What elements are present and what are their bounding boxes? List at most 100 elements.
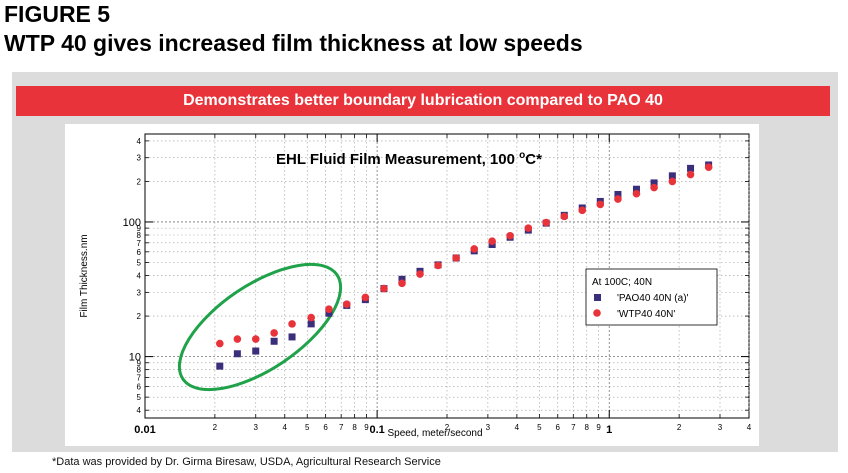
- x-minor-tick-label: 8: [352, 423, 357, 432]
- pao40-point: [270, 337, 278, 345]
- wtp40-point: [398, 279, 406, 288]
- x-minor-tick-label: 7: [339, 423, 344, 432]
- wtp40-point: [215, 339, 224, 348]
- x-minor-tick-label: 4: [515, 423, 520, 432]
- y-minor-tick-label: 4: [137, 406, 142, 415]
- wtp40-point: [270, 329, 278, 337]
- wtp40-point: [560, 212, 569, 221]
- x-tick-label: 1: [606, 424, 612, 436]
- y-minor-tick-label: 3: [137, 288, 142, 297]
- x-tick-label: 0.1: [369, 424, 384, 436]
- y-minor-tick-label: 4: [137, 272, 142, 281]
- wtp40-point: [434, 261, 442, 270]
- wtp40-point: [251, 335, 260, 343]
- legend-label-pao: 'PAO40 40N (a)': [617, 293, 689, 304]
- highlight-ellipse: [177, 262, 343, 392]
- wtp40-point: [668, 177, 677, 186]
- legend-marker-wtp: [593, 309, 601, 317]
- wtp40-point: [233, 335, 242, 343]
- legend-label-wtp: 'WTP40 40N': [617, 309, 675, 320]
- x-minor-tick-label: 3: [486, 423, 491, 432]
- x-minor-tick-label: 4: [747, 423, 752, 432]
- x-minor-tick-label: 5: [305, 423, 310, 432]
- wtp40-point: [452, 254, 460, 262]
- pao40-point: [668, 172, 676, 180]
- wtp40-point: [380, 284, 388, 293]
- pao40-point: [325, 309, 333, 317]
- figure-label: FIGURE 5: [4, 1, 111, 27]
- pao40-point: [398, 275, 406, 283]
- pao40-point: [288, 333, 296, 341]
- x-minor-tick-label: 7: [571, 423, 576, 432]
- wtp40-point: [288, 320, 296, 328]
- y-minor-tick-label: 9: [137, 359, 142, 368]
- pao40-point: [307, 320, 315, 328]
- y-minor-tick-label: 9: [137, 224, 142, 233]
- y-minor-tick-label: 5: [137, 258, 142, 267]
- legend: At 100C; 40N 'PAO40 40N (a)' 'WTP40 40N': [585, 268, 718, 326]
- x-minor-tick-label: 6: [323, 423, 328, 432]
- pao40-point: [216, 362, 224, 370]
- pao40-point: [252, 347, 260, 355]
- pao40-point: [687, 164, 695, 172]
- axis-ticks: 0.01 0.1 12 3 4 5 6 7 8 9 2 3 4 5 6 7 8 9 2 3 41010045678923…: [123, 134, 752, 436]
- wtp40-point: [307, 313, 316, 322]
- wtp40-point: [632, 189, 641, 198]
- x-minor-tick-label: 3: [718, 423, 723, 432]
- x-minor-tick-label: 9: [596, 423, 601, 432]
- wtp40-point: [506, 231, 514, 240]
- x-minor-tick-label: 9: [364, 423, 369, 432]
- x-tick-label: 0.01: [134, 424, 155, 436]
- y-minor-tick-label: 8: [137, 366, 142, 375]
- x-minor-tick-label: 2: [213, 423, 218, 432]
- wtp40-point: [488, 237, 496, 245]
- y-axis-label: Film Thickness.nm: [79, 234, 90, 317]
- data-points: [215, 161, 713, 370]
- wtp40-point: [325, 305, 333, 313]
- legend-title: At 100C; 40N: [592, 277, 652, 288]
- x-axis-label: Speed, meter/second: [387, 428, 482, 439]
- pao40-point: [632, 185, 640, 193]
- pao40-point: [233, 350, 241, 358]
- x-minor-tick-label: 5: [537, 423, 542, 432]
- wtp40-point: [470, 245, 479, 253]
- figure-title: WTP 40 gives increased film thickness at…: [4, 30, 583, 56]
- x-minor-tick-label: 6: [556, 423, 561, 432]
- wtp40-point: [524, 224, 533, 232]
- x-minor-tick-label: 2: [445, 423, 450, 432]
- y-tick-label: 10: [129, 352, 141, 364]
- y-minor-tick-label: 4: [137, 137, 142, 146]
- pao40-point: [650, 179, 658, 187]
- wtp40-point: [416, 270, 424, 278]
- y-minor-tick-label: 6: [137, 382, 142, 391]
- ehl-chart: 0.01 0.1 12 3 4 5 6 7 8 9 2 3 4 5 6 7 8 9 2 3 41010045678923…: [79, 133, 752, 439]
- wtp40-point: [704, 163, 713, 172]
- banner: Demonstrates better boundary lubrication…: [16, 86, 830, 116]
- wtp40-point: [686, 170, 695, 179]
- x-minor-tick-label: 2: [677, 423, 682, 432]
- y-minor-tick-label: 2: [137, 177, 142, 186]
- y-minor-tick-label: 7: [137, 239, 142, 248]
- wtp40-point: [650, 183, 658, 192]
- pao40-point: [614, 190, 622, 198]
- y-minor-tick-label: 6: [137, 248, 142, 257]
- y-minor-tick-label: 3: [137, 154, 142, 163]
- x-minor-tick-label: 4: [283, 423, 288, 432]
- wtp40-point: [596, 200, 605, 209]
- footnote: *Data was provided by Dr. Girma Biresaw,…: [52, 456, 441, 468]
- y-tick-label: 100: [123, 217, 141, 229]
- wtp40-point: [342, 300, 351, 309]
- x-minor-tick-label: 8: [585, 423, 590, 432]
- legend-marker-pao: [594, 294, 601, 301]
- wtp40-point: [578, 206, 587, 215]
- wtp40-point: [542, 218, 550, 227]
- chart-title-superscript: o: [519, 150, 525, 161]
- y-minor-tick-label: 2: [137, 312, 142, 321]
- wtp40-point: [614, 195, 622, 203]
- legend-box: [585, 268, 718, 326]
- y-minor-tick-label: 7: [137, 373, 142, 382]
- y-minor-tick-label: 8: [137, 231, 142, 240]
- y-minor-tick-label: 5: [137, 393, 142, 402]
- wtp40-point: [361, 293, 370, 302]
- chart-title: EHL Fluid Film Measurement, 100 oC*: [276, 150, 542, 168]
